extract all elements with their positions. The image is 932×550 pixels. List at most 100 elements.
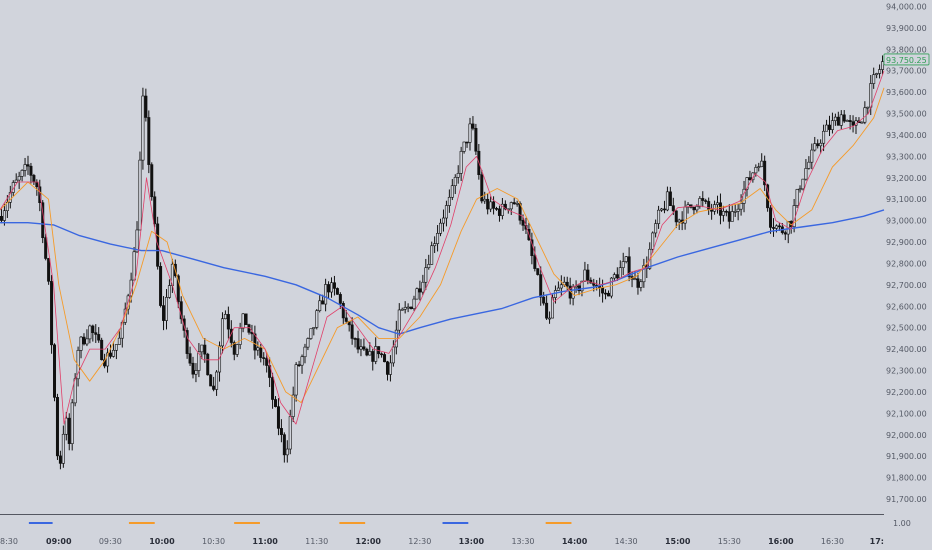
candle (757, 162, 761, 172)
candle (462, 141, 466, 154)
candle (480, 169, 484, 204)
candle (427, 254, 431, 270)
time-tick-label: 15:00 (665, 537, 691, 546)
candle (798, 185, 802, 193)
candle-body (795, 189, 799, 206)
candle (244, 313, 248, 325)
candle (29, 162, 33, 184)
candle (44, 233, 48, 261)
candle-body (533, 255, 537, 269)
candle-body (827, 124, 831, 130)
candle (117, 329, 121, 345)
candle (459, 146, 463, 182)
price-tick-label: 93,600.00 (886, 88, 927, 97)
candle-body (447, 196, 451, 206)
candle-body (624, 256, 628, 262)
candle-body (739, 203, 743, 210)
candle-body (586, 269, 590, 281)
candle (256, 341, 260, 356)
candle-body (465, 141, 469, 144)
candle-body (35, 181, 39, 188)
time-tick-label: 8:30 (0, 537, 18, 546)
candle (654, 219, 658, 238)
candle (324, 278, 328, 312)
candle-body (167, 285, 171, 298)
candle (356, 330, 360, 354)
candle (111, 341, 115, 358)
candle (839, 110, 843, 130)
candle-body (338, 294, 342, 304)
candle-body (359, 346, 363, 350)
time-tick-label: 09:30 (99, 537, 122, 546)
time-axis[interactable]: 8:30 09:00 09:30 10:00 10:30 11:00 11:30 12:00 1… (0, 514, 911, 547)
candle (315, 309, 319, 330)
price-axis[interactable]: 94,000.00 93,900.00 93,800.00 93,700.00 93,6… (886, 2, 927, 504)
secondary-axis-label: 1.00 (893, 519, 911, 528)
candle (106, 348, 110, 373)
candle (271, 372, 275, 409)
candle-body (106, 352, 110, 367)
candle-body (285, 448, 289, 456)
candle-body (701, 198, 705, 201)
candle-body (751, 172, 755, 181)
candle (465, 141, 469, 148)
candle (483, 191, 487, 204)
time-tick-label: 14:00 (562, 537, 588, 546)
candle (285, 440, 289, 463)
candle (397, 303, 401, 336)
candle-body (79, 336, 83, 351)
candle-body (553, 290, 557, 298)
candle (64, 412, 68, 441)
candle-body (53, 344, 57, 398)
candle-body (760, 160, 764, 167)
candle (771, 218, 775, 237)
candle-body (577, 285, 581, 292)
candle (739, 194, 743, 216)
candle-body (492, 201, 496, 209)
candle-body (94, 332, 98, 335)
candle (662, 200, 666, 214)
candle-body (503, 203, 507, 210)
candle-body (8, 192, 12, 203)
candle (223, 310, 227, 320)
candle-body (621, 261, 625, 268)
candle-body (724, 211, 728, 213)
candle-body (721, 211, 725, 216)
candle-body (327, 284, 331, 293)
candle (114, 344, 118, 360)
candle-body (109, 352, 113, 357)
candle-body (839, 114, 843, 126)
candle-body (400, 308, 404, 311)
candle-body (244, 313, 248, 325)
candle (836, 111, 840, 126)
price-tick-label: 91,700.00 (886, 495, 927, 504)
price-tick-label: 93,000.00 (886, 217, 927, 226)
candle-body (150, 164, 154, 198)
candle-body (20, 170, 24, 177)
candle-body (754, 167, 758, 174)
candle (241, 313, 245, 333)
candle (338, 292, 342, 309)
price-tick-label: 91,800.00 (886, 474, 927, 483)
candle (97, 327, 101, 343)
candle-body (606, 292, 610, 297)
candle-body (580, 280, 584, 292)
candle-body (291, 394, 295, 417)
time-tick-label: 13:30 (511, 537, 534, 546)
candle (612, 272, 616, 281)
candle (860, 121, 864, 124)
candle-body (727, 211, 731, 222)
candle-body (55, 397, 59, 457)
candle (636, 272, 640, 295)
candle-body (677, 219, 681, 223)
mid-ma-line (0, 87, 885, 404)
candle-body (468, 123, 472, 143)
candle-body (371, 351, 375, 362)
candle-body (276, 406, 280, 429)
candle (150, 162, 154, 201)
candle-body (312, 327, 316, 330)
candle-body (29, 165, 33, 176)
candle-body (403, 307, 407, 310)
candle (486, 193, 490, 215)
